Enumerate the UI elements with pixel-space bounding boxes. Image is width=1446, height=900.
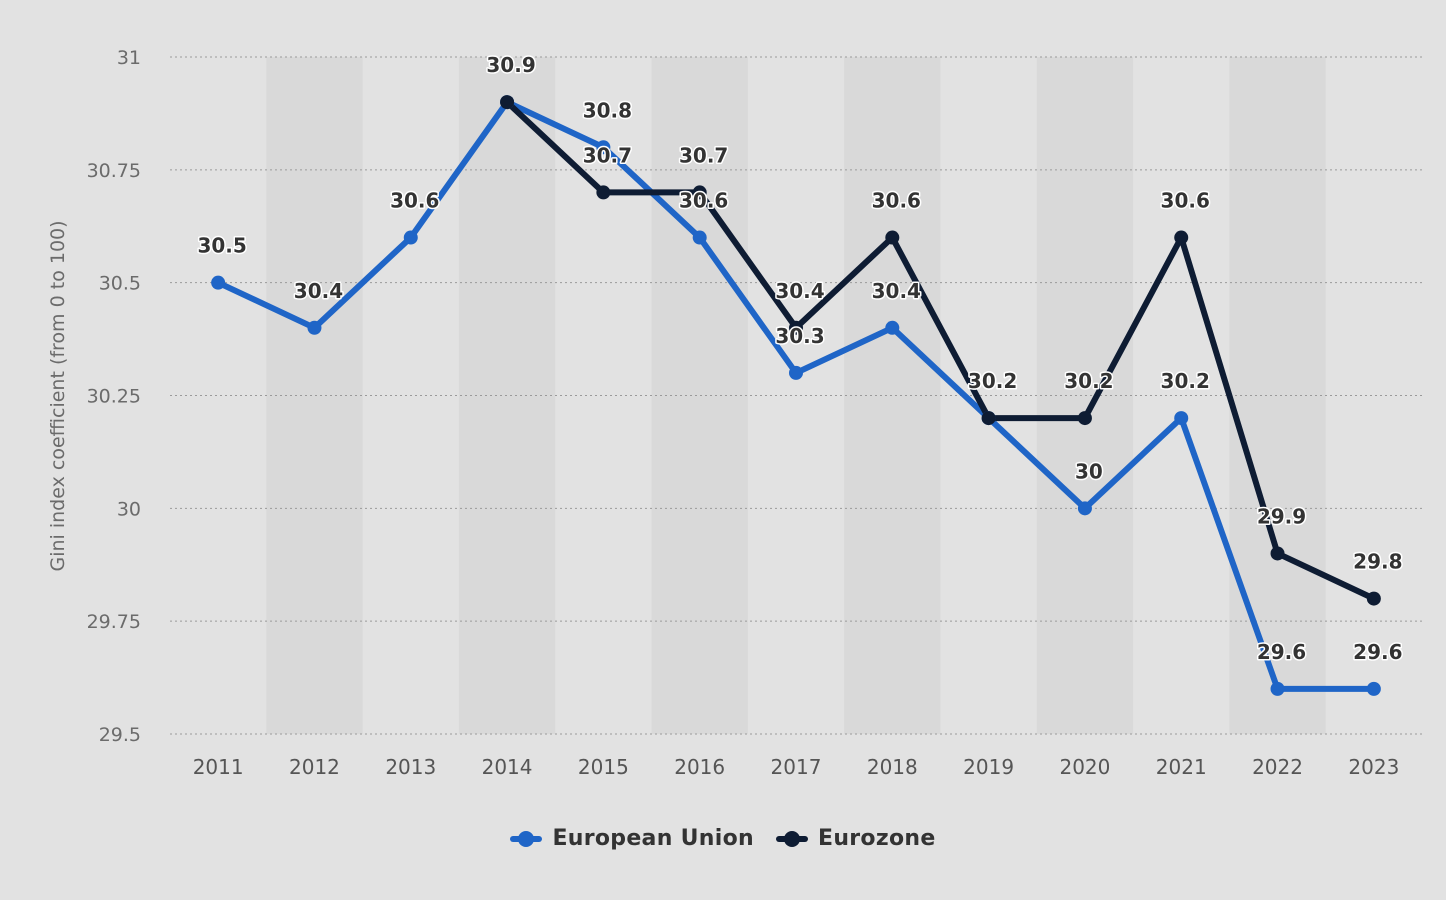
series-points xyxy=(211,95,1381,696)
data-point-european-union-2013[interactable] xyxy=(403,230,418,245)
data-point-european-union-2015[interactable] xyxy=(596,140,611,155)
data-point-european-union-2011[interactable] xyxy=(211,275,226,290)
data-label-european-union-2013: 30.6 xyxy=(390,189,439,213)
legend-item-eurozone[interactable]: Eurozone xyxy=(775,826,936,851)
data-point-eurozone-2016[interactable] xyxy=(692,185,707,200)
data-point-european-union-2021[interactable] xyxy=(1174,411,1189,426)
data-label-european-union-2016: 30.6 xyxy=(679,189,728,213)
y-tick-label: 30.5 xyxy=(99,273,141,295)
series-line-eurozone xyxy=(504,99,1377,602)
data-point-eurozone-2019[interactable] xyxy=(981,411,996,426)
legend-swatch-eurozone xyxy=(775,830,808,847)
data-label-european-union-2021: 30.2 xyxy=(1161,369,1210,393)
data-label-european-union-2020: 30 xyxy=(1075,459,1103,483)
data-label-european-union-2014: 30.9 xyxy=(486,53,535,77)
data-point-european-union-2020[interactable] xyxy=(1077,501,1092,516)
data-label-eurozone-2023: 29.8 xyxy=(1353,550,1402,574)
data-label-eurozone-2022: 29.9 xyxy=(1257,504,1306,528)
data-point-european-union-2017[interactable] xyxy=(789,365,803,380)
x-tick-label: 2020 xyxy=(1059,755,1110,779)
data-label-european-union-2017: 30.3 xyxy=(775,324,824,348)
x-tick-label: 2021 xyxy=(1156,755,1207,779)
y-tick-label: 29.5 xyxy=(99,724,141,746)
y-axis-ticks: 29.5 29.75 30 30.25 30.5 30.75 31 xyxy=(87,47,141,746)
data-point-eurozone-2021[interactable] xyxy=(1174,230,1189,245)
data-point-european-union-2016[interactable] xyxy=(692,230,707,245)
data-label-european-union-2023: 29.6 xyxy=(1353,640,1402,664)
data-point-eurozone-2017[interactable] xyxy=(789,320,803,335)
data-point-eurozone-2018[interactable] xyxy=(885,230,900,245)
legend: European Union Eurozone xyxy=(0,826,1446,851)
data-label-european-union-2011: 30.5 xyxy=(197,234,246,258)
legend-label-eurozone: Eurozone xyxy=(817,826,936,851)
x-tick-label: 2017 xyxy=(771,755,822,779)
data-label-eurozone-2016: 30.7 xyxy=(679,143,728,167)
x-tick-label: 2023 xyxy=(1348,755,1399,779)
column-band-2014 xyxy=(458,57,556,734)
x-tick-label: 2011 xyxy=(193,755,244,779)
data-label-european-union-2012: 30.4 xyxy=(294,279,343,303)
x-tick-label: 2018 xyxy=(867,755,918,779)
data-label-european-union-2019: 30.2 xyxy=(968,369,1017,393)
data-label-eurozone-2018: 30.6 xyxy=(872,189,921,213)
data-point-eurozone-2023[interactable] xyxy=(1366,591,1381,606)
y-axis-label: Gini index coefficient (from 0 to 100) xyxy=(47,220,69,571)
column-bands xyxy=(266,57,1326,734)
data-point-european-union-2022[interactable] xyxy=(1270,681,1285,696)
data-point-eurozone-2020[interactable] xyxy=(1077,411,1092,426)
y-tick-label: 31 xyxy=(117,47,141,69)
data-point-european-union-2012[interactable] xyxy=(307,320,322,335)
data-point-european-union-2018[interactable] xyxy=(885,320,900,335)
x-tick-label: 2014 xyxy=(482,755,533,779)
gridlines xyxy=(170,56,1422,735)
data-label-european-union-2022: 29.6 xyxy=(1257,640,1306,664)
y-tick-label: 30.25 xyxy=(87,386,141,408)
x-tick-label: 2012 xyxy=(289,755,340,779)
data-point-european-union-2023[interactable] xyxy=(1366,681,1381,696)
data-point-eurozone-2022[interactable] xyxy=(1270,546,1285,561)
data-label-european-union-2015: 30.8 xyxy=(583,98,632,122)
x-tick-label: 2013 xyxy=(385,755,436,779)
x-tick-label: 2015 xyxy=(578,755,629,779)
data-label-eurozone-2017: 30.4 xyxy=(775,279,824,303)
y-tick-label: 30.75 xyxy=(87,160,141,182)
x-tick-label: 2016 xyxy=(674,755,725,779)
data-label-eurozone-2021: 30.6 xyxy=(1161,189,1210,213)
data-label-eurozone-2015: 30.7 xyxy=(583,143,632,167)
y-tick-label: 29.75 xyxy=(87,611,141,633)
x-tick-label: 2022 xyxy=(1252,755,1303,779)
data-label-eurozone-2019: 30.2 xyxy=(968,369,1017,393)
column-band-2020 xyxy=(1036,57,1134,734)
legend-swatch-european-union xyxy=(510,830,543,847)
data-point-eurozone-2015[interactable] xyxy=(596,185,611,200)
data-label-eurozone-2020: 30.2 xyxy=(1064,369,1113,393)
legend-item-european-union[interactable]: European Union xyxy=(510,826,754,851)
x-tick-label: 2019 xyxy=(963,755,1014,779)
legend-label-european-union: European Union xyxy=(552,826,754,851)
data-label-european-union-2018: 30.4 xyxy=(872,279,921,303)
data-labels: 30.5 30.4 30.6 30.9 30.8 30.6 30.3 30.4 30.2 30 30… xyxy=(196,52,1404,666)
x-axis-ticks: 2011 2012 2013 2014 2015 2016 2017 2018 2019 2020… xyxy=(193,755,1400,779)
y-tick-label: 30 xyxy=(117,498,141,520)
data-point-eurozone-2014[interactable] xyxy=(500,95,515,110)
